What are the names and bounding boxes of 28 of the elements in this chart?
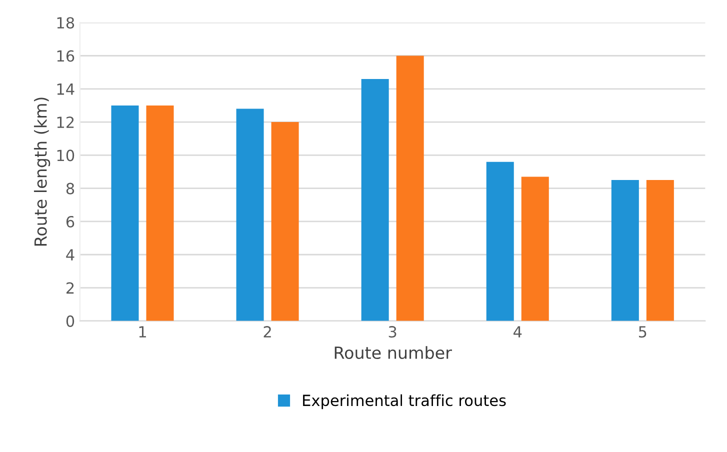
x-tick-label: 5 <box>638 326 646 338</box>
y-tick-label: 14 <box>57 84 74 95</box>
y-tick-label: 8 <box>66 182 74 194</box>
x-tick-label: 1 <box>139 326 146 338</box>
x-tick-label: 4 <box>514 326 522 338</box>
bar <box>146 105 174 321</box>
bar <box>271 122 299 321</box>
x-tick-label: 3 <box>388 326 396 338</box>
y-axis-title: Route length (km) <box>34 98 50 246</box>
bar <box>111 105 139 321</box>
y-tick-label: 18 <box>57 17 74 29</box>
y-tick-label: 10 <box>57 150 74 162</box>
bar <box>236 108 264 321</box>
y-tick-label: 12 <box>57 116 74 128</box>
bar <box>521 176 549 321</box>
bar <box>361 78 389 321</box>
y-tick-label: 6 <box>66 216 74 228</box>
x-axis-title: Route number <box>334 346 452 360</box>
bar <box>646 180 674 321</box>
x-tick-label: 2 <box>264 326 271 338</box>
y-tick-label: 2 <box>66 282 74 294</box>
legend-label: Experimental traffic routes <box>303 394 506 410</box>
y-tick-label: 0 <box>66 315 74 327</box>
y-tick-label: 4 <box>66 249 74 260</box>
bar <box>396 56 424 321</box>
bar <box>486 162 514 321</box>
bar <box>611 180 639 321</box>
y-tick-label: 16 <box>57 50 74 62</box>
